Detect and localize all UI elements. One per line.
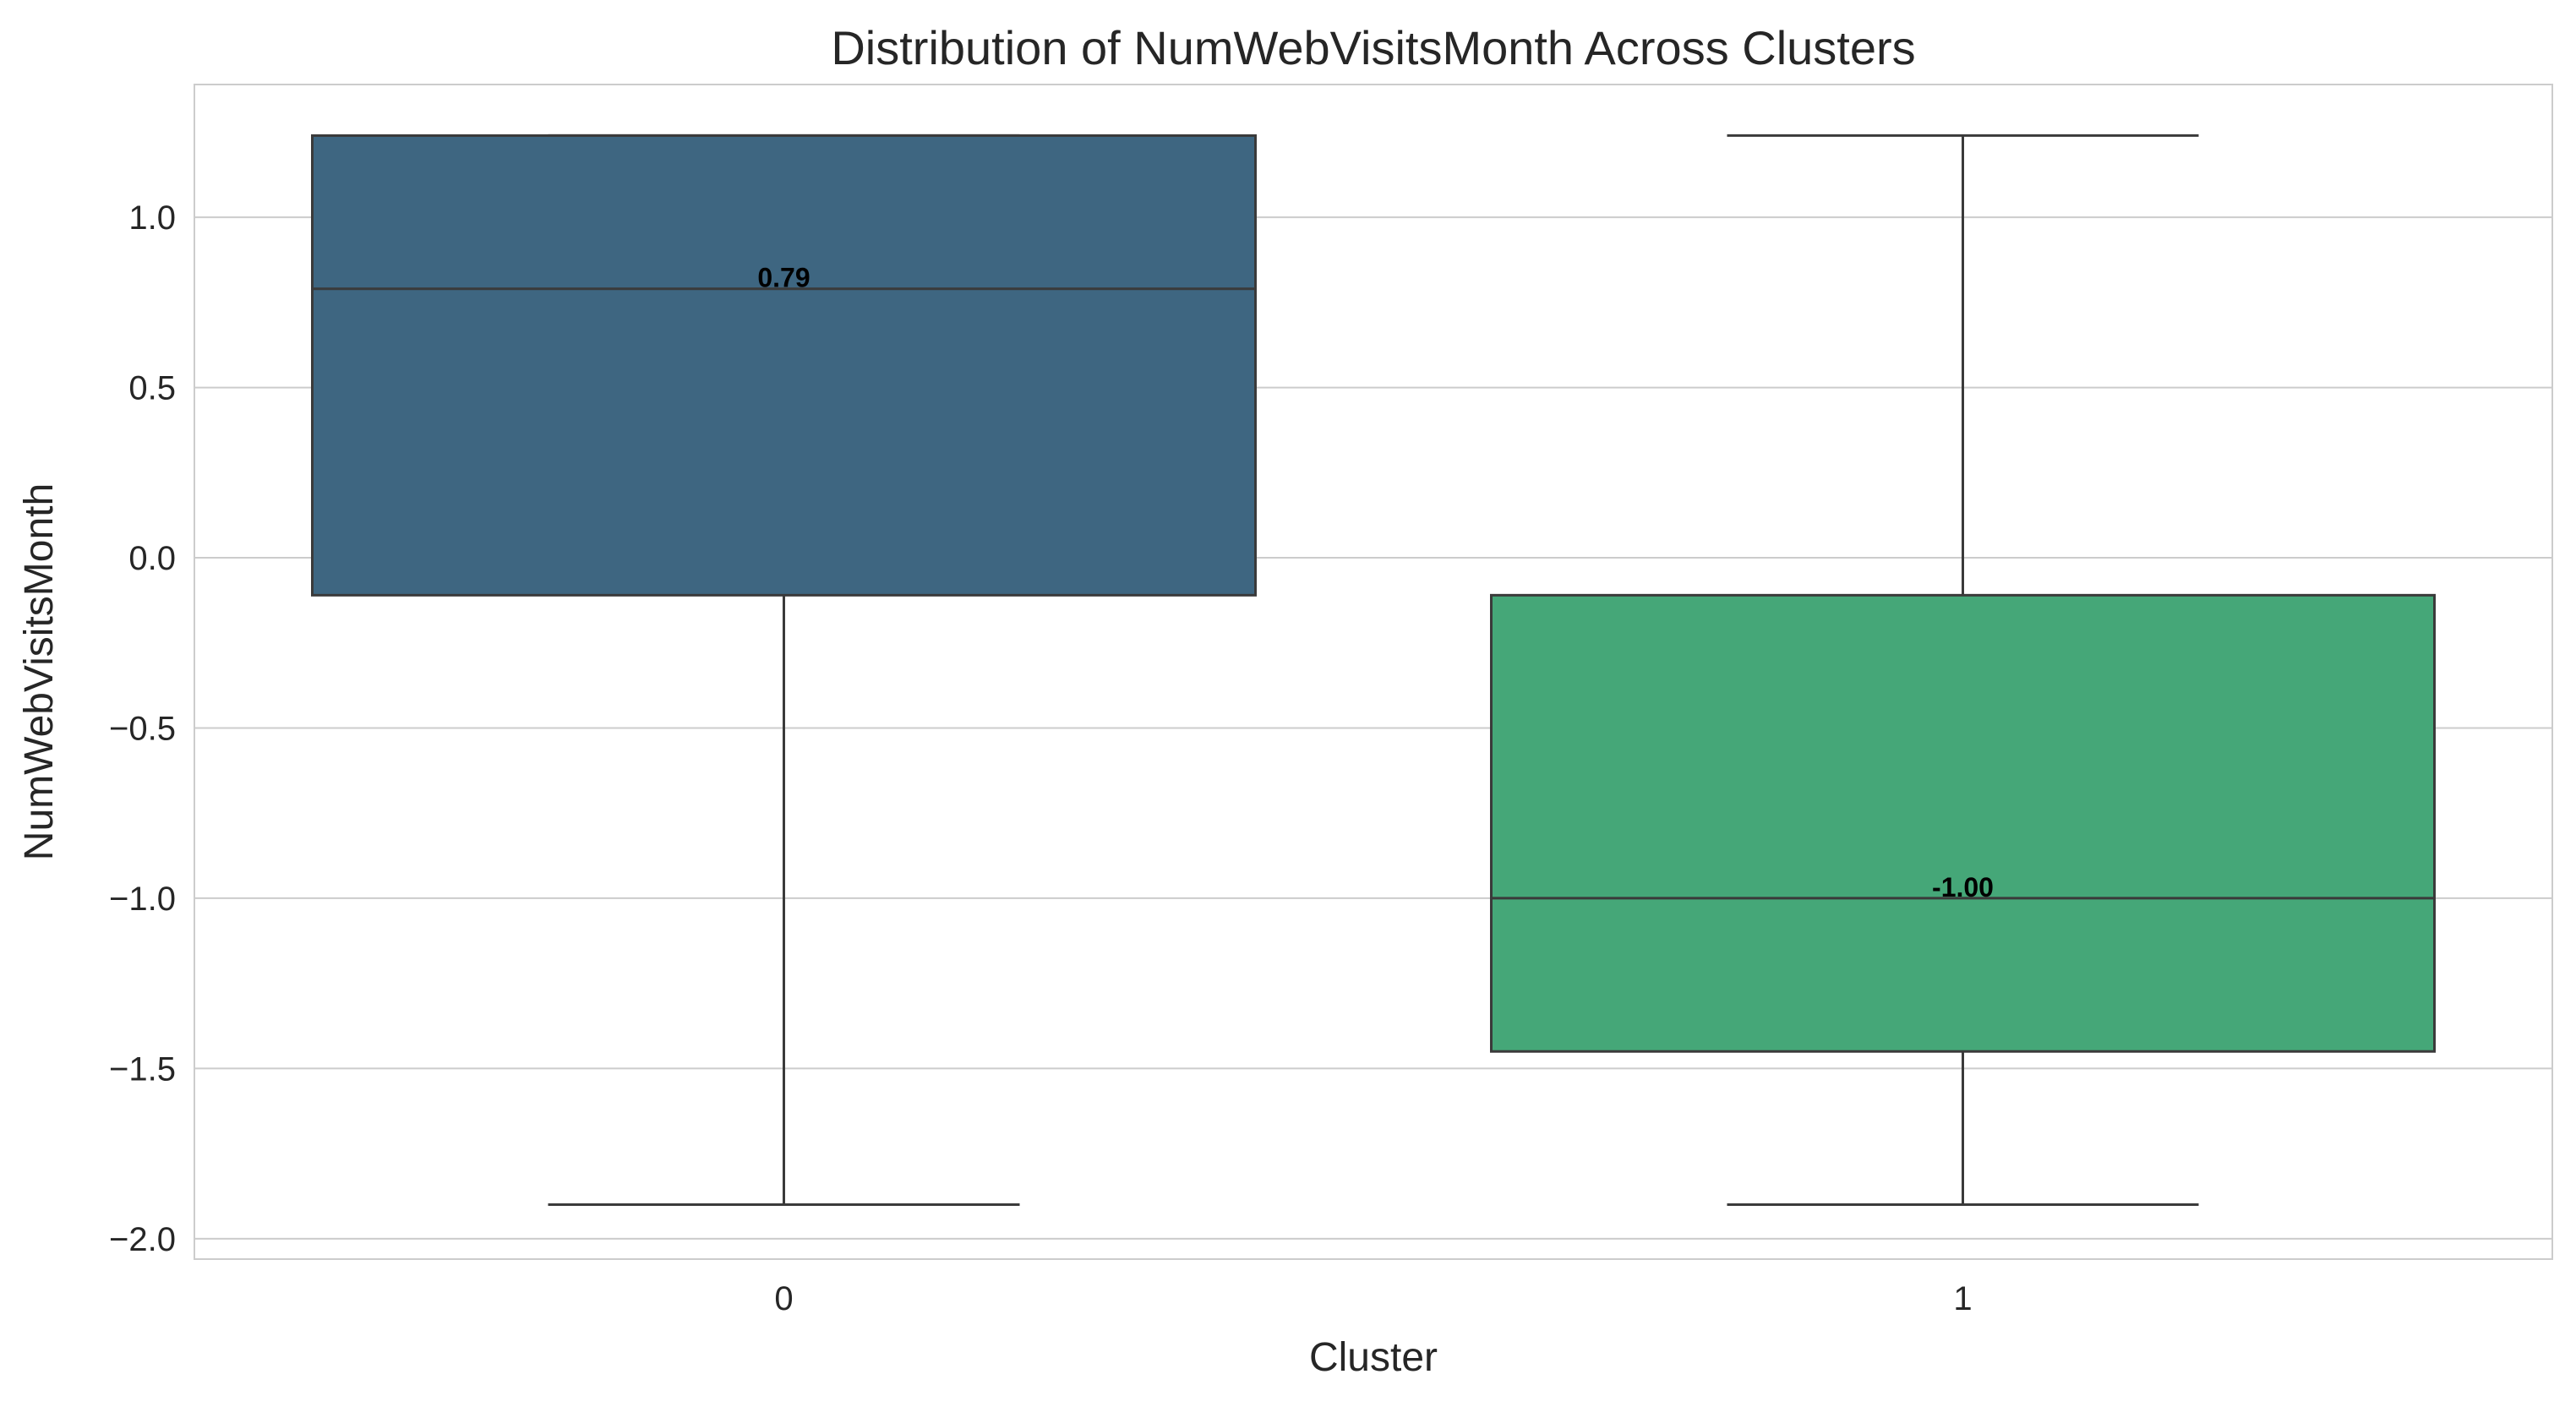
box-iqr [1490, 593, 2436, 1053]
y-tick-label: −1.5 [109, 1050, 176, 1088]
chart-title: Distribution of NumWebVisitsMonth Across… [831, 21, 1915, 74]
x-tick-label: 1 [1953, 1280, 1972, 1317]
median-label: 0.79 [757, 263, 810, 293]
box-cluster-0 [311, 134, 1257, 1207]
x-tick-label: 0 [774, 1280, 793, 1317]
y-axis-title: NumWebVisitsMonth [17, 483, 62, 860]
box-iqr [311, 134, 1257, 597]
y-tick-label: −1.0 [109, 881, 176, 918]
plot-frame [194, 84, 2553, 1260]
y-tick-label: −2.0 [109, 1221, 176, 1258]
y-tick-label: 0.5 [128, 370, 176, 407]
y-tick-label: −0.5 [109, 710, 176, 747]
box-cluster-1 [1490, 134, 2436, 1207]
y-tick-label: 1.0 [128, 199, 176, 237]
median-label: -1.00 [1932, 872, 1994, 903]
x-axis-title: Cluster [1309, 1335, 1438, 1380]
box-plot-series [311, 134, 2436, 1207]
median-labels: 0.79 -1.00 [757, 263, 1994, 903]
y-tick-label: 0.0 [128, 540, 176, 577]
y-axis-ticks: 1.0 0.5 0.0 −0.5 −1.0 −1.5 −2.0 [109, 199, 176, 1258]
